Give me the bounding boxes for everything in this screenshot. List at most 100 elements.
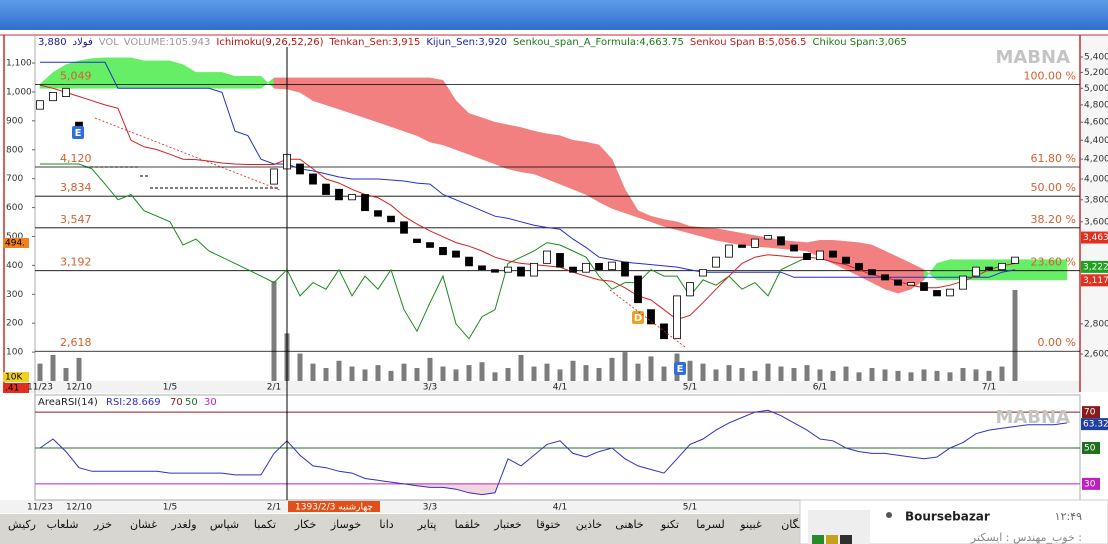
candle <box>569 266 577 273</box>
volume-bar <box>999 366 1005 381</box>
candle <box>374 210 382 217</box>
volume-bar <box>466 365 472 381</box>
volume-bar <box>505 367 511 381</box>
volume-bar <box>570 360 576 381</box>
fib-percent: 23.60 % <box>1031 256 1076 269</box>
symbol-tab[interactable]: خوساز <box>330 518 361 531</box>
candle <box>959 275 967 290</box>
x-tick-label: 7/1 <box>982 383 996 393</box>
x-tick-label: 12/10 <box>66 383 92 393</box>
trend-dash <box>94 117 281 191</box>
symbol-tab[interactable]: خاذین <box>576 518 603 531</box>
symbol-tab[interactable]: خزر <box>93 518 112 531</box>
cloud-segment <box>208 72 223 89</box>
cloud-segment <box>533 130 548 180</box>
volume-bar <box>973 369 979 381</box>
volume-bar <box>843 366 849 381</box>
y2-tick-label: 900 <box>6 116 23 126</box>
candle <box>920 282 928 291</box>
candle <box>712 256 720 268</box>
volume-bar <box>362 369 368 381</box>
cloud-segment <box>728 230 743 246</box>
volume-bar <box>765 363 771 381</box>
volume-bar <box>492 372 498 381</box>
halt-dash <box>85 166 280 189</box>
cloud-segment <box>429 77 444 146</box>
volume-bar <box>700 363 706 381</box>
cloud-segment <box>481 117 496 165</box>
fib-percent: 50.00 % <box>1031 181 1076 194</box>
rsi-title: AreaRSI(14) <box>38 397 98 408</box>
symbol-tab[interactable]: غشان <box>130 518 157 531</box>
y2-tick-label: 1,100 <box>6 59 32 69</box>
main-plot <box>35 57 1080 381</box>
cloud-segment <box>234 76 249 89</box>
volume-bar <box>596 367 602 381</box>
symbol-tab[interactable]: لسرما <box>696 518 724 531</box>
candle <box>543 250 551 264</box>
thumb-block <box>812 535 824 544</box>
volume-bar <box>895 370 901 381</box>
date-tag-label: 1393/2/3 چهارشنبه <box>295 503 373 513</box>
volume-bar <box>388 370 394 381</box>
symbol-tab[interactable]: ختوقا <box>536 518 560 531</box>
y2-tick-label: 400 <box>6 261 23 271</box>
symbol-tab[interactable]: پتایر <box>417 518 437 531</box>
symbol-tab[interactable]: تکمبا <box>254 518 276 531</box>
candle <box>764 235 772 240</box>
candle <box>465 256 473 267</box>
volume-bar <box>947 372 953 381</box>
candle <box>361 194 369 212</box>
header-item: Tenkan_Sen:3,915 <box>329 37 421 48</box>
cloud-segment <box>715 228 730 243</box>
volume-bar <box>960 367 966 381</box>
candle <box>1011 256 1019 264</box>
symbol-tab[interactable]: رکیش <box>8 518 36 531</box>
x-tick-label: 2/1 <box>267 383 281 393</box>
candle <box>881 274 889 281</box>
symbol-tab[interactable]: تکنو <box>660 518 679 531</box>
fib-price: 3,192 <box>60 256 92 269</box>
header-item: 3,880 <box>38 37 67 48</box>
candle <box>803 253 811 261</box>
tabs: رکیش شلعاب خزر غشان ولغدر شپاس تکمبا خکار خوساز د… <box>8 518 802 531</box>
price-tag <box>1081 260 1108 273</box>
volume-bar <box>804 365 810 381</box>
y-tick-label: 3,600 <box>1084 217 1108 227</box>
cloud-segment <box>351 77 366 119</box>
candle <box>868 269 876 276</box>
candle <box>400 221 408 234</box>
rsi-current-label: 63.32 <box>1083 420 1108 430</box>
candle <box>309 173 317 185</box>
candle <box>907 282 915 286</box>
rsi-tick-box <box>1082 477 1100 490</box>
cloud-segment <box>884 250 899 294</box>
candle <box>855 262 863 271</box>
symbol-tab[interactable]: غبینو <box>739 518 762 531</box>
header-item: Chikou Span:3,065 <box>813 37 907 48</box>
chikou-line <box>40 163 808 340</box>
symbol-tab[interactable]: شلعاب <box>47 518 79 531</box>
x-tick-label: 3/3 <box>423 383 437 393</box>
symbol-tab[interactable]: خاهنی <box>615 518 643 531</box>
volume-bar <box>518 354 524 381</box>
symbol-tab[interactable]: ولغدر <box>170 518 196 531</box>
candle <box>335 188 343 201</box>
volume-bar <box>934 370 940 381</box>
symbol-tab[interactable]: نگان <box>781 518 802 531</box>
cloud-segment <box>507 124 522 173</box>
symbol-tab[interactable]: خکار <box>294 518 317 531</box>
price-axis-bg <box>1080 35 1108 392</box>
symbol-tab[interactable]: خلقما <box>455 518 481 531</box>
left-tag-label: .41 <box>5 384 19 394</box>
symbol-tab[interactable]: خعتبار <box>493 518 521 531</box>
symbol-tab[interactable]: دانا <box>379 518 393 531</box>
rsi-x-tick-label: 12/10 <box>66 503 92 513</box>
symbol-tab[interactable]: شپاس <box>210 518 239 531</box>
price-tag-label: 3,117 <box>1083 276 1108 286</box>
thumb-block <box>840 535 852 544</box>
y2-tick-label: 200 <box>6 319 23 329</box>
candle <box>699 269 707 277</box>
volume-bar <box>37 363 43 381</box>
left-tag <box>3 383 29 393</box>
